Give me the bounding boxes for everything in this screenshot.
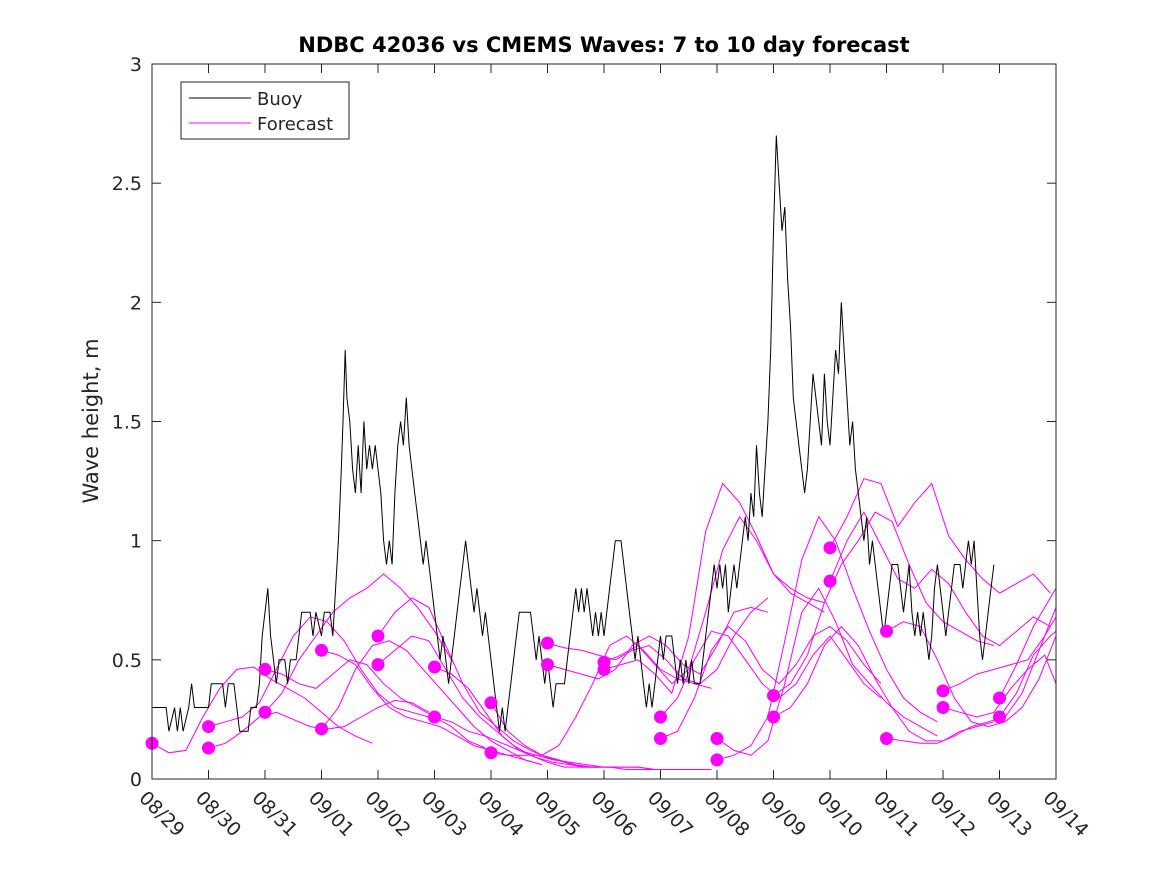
forecast-marker-18	[654, 710, 667, 724]
forecast-line-26	[886, 621, 1056, 728]
forecast-marker-23	[767, 710, 780, 724]
forecast-marker-28	[936, 684, 950, 698]
forecast-line-21	[716, 515, 938, 761]
forecast-marker-7	[315, 722, 328, 736]
forecast-line-12	[490, 702, 712, 770]
forecast-line-5	[264, 659, 486, 749]
forecast-marker-5	[258, 662, 272, 676]
buoy-line	[152, 135, 995, 732]
forecast-line-24	[829, 478, 1051, 594]
forecast-line-19	[660, 625, 882, 739]
forecast-marker-27	[880, 731, 893, 745]
forecast-line-9	[377, 635, 599, 768]
y-tick-label: 1.5	[112, 412, 142, 434]
legend-label-buoy: Buoy	[257, 89, 303, 110]
forecast-marker-10	[428, 660, 441, 674]
y-axis-label: Wave height, m	[79, 338, 103, 503]
forecast-marker-3	[202, 741, 215, 755]
forecast-line-22	[773, 511, 995, 697]
plot-area	[145, 63, 1057, 780]
forecast-line-16	[603, 515, 825, 685]
forecast-marker-13	[484, 746, 498, 760]
forecast-line-14	[547, 597, 769, 685]
series-group	[152, 135, 1056, 770]
forecast-line-11	[434, 716, 655, 770]
forecast-marker-31	[993, 710, 1006, 724]
legend: Buoy Forecast	[180, 81, 350, 140]
forecast-marker-14	[541, 636, 554, 650]
legend-box	[180, 81, 350, 140]
forecast-marker-4	[258, 705, 272, 719]
y-tick-label: 1	[130, 531, 142, 553]
forecast-line-2	[208, 616, 430, 728]
forecast-line-15	[547, 606, 769, 680]
forecast-line-30	[999, 588, 1056, 699]
chart-title: NDBC 42036 vs CMEMS Waves: 7 to 10 day f…	[298, 33, 909, 57]
forecast-marker-15	[541, 658, 554, 672]
forecast-marker-9	[371, 658, 385, 672]
forecast-line-4	[264, 573, 452, 713]
forecast-line-7	[321, 640, 543, 766]
forecast-marker-12	[484, 696, 498, 710]
y-tick-label: 3	[130, 54, 142, 76]
forecast-marker-2	[202, 720, 215, 734]
y-tick-label: 2.5	[112, 173, 142, 195]
forecast-marker-11	[428, 710, 441, 724]
forecast-marker-19	[654, 731, 667, 745]
forecast-line-31	[999, 630, 1056, 718]
forecast-line-20	[716, 587, 938, 756]
forecast-line-27	[886, 607, 1056, 744]
forecast-marker-8	[371, 629, 385, 643]
forecast-marker-29	[936, 701, 950, 714]
forecast-marker-20	[710, 731, 724, 745]
forecast-marker-21	[710, 753, 724, 767]
forecast-marker-25	[823, 574, 837, 588]
forecast-marker-17	[597, 662, 611, 676]
forecast-line-23	[773, 625, 995, 742]
legend-label-forecast: Forecast	[257, 114, 333, 135]
y-tick-label: 0.5	[112, 650, 142, 672]
forecast-line-28	[942, 616, 1056, 692]
forecast-marker-30	[993, 691, 1006, 705]
y-tick-label: 2	[130, 292, 142, 314]
forecast-marker-26	[880, 624, 893, 638]
y-tick-label: 0	[130, 769, 142, 791]
forecast-marker-22	[767, 689, 780, 703]
forecast-marker-6	[315, 643, 328, 657]
forecast-marker-24	[823, 541, 837, 555]
